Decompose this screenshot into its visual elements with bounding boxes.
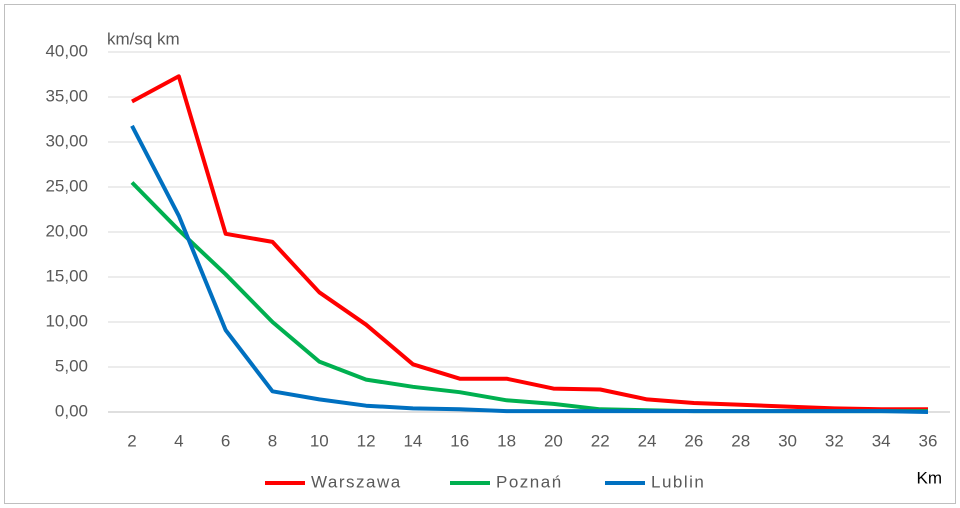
legend-label: Warszawa: [311, 472, 402, 491]
x-axis-label: Km: [917, 468, 943, 487]
chart-border: [4, 4, 956, 504]
y-tick-label: 5,00: [55, 356, 88, 375]
data-line: [130, 124, 929, 414]
y-tick-label: 10,00: [45, 311, 88, 330]
x-tick-label: 12: [357, 431, 376, 450]
x-tick-label: 28: [731, 431, 750, 450]
y-tick-label: 15,00: [45, 266, 88, 285]
y-axis-label: km/sq km: [107, 29, 180, 48]
x-tick-label: 20: [544, 431, 563, 450]
x-tick-label: 16: [450, 431, 469, 450]
x-tick-label: 18: [497, 431, 516, 450]
y-tick-label: 40,00: [45, 41, 88, 60]
x-tick-label: 2: [127, 431, 136, 450]
x-tick-label: 22: [591, 431, 610, 450]
x-tick-label: 14: [403, 431, 422, 450]
x-tick-label: 10: [310, 431, 329, 450]
y-tick-label: 30,00: [45, 131, 88, 150]
x-tick-label: 34: [872, 431, 891, 450]
x-tick-label: 4: [174, 431, 183, 450]
x-tick-label: 30: [778, 431, 797, 450]
x-tick-label: 26: [684, 431, 703, 450]
x-tick-label: 6: [221, 431, 230, 450]
y-tick-label: 0,00: [55, 401, 88, 420]
x-tick-label: 32: [825, 431, 844, 450]
x-tick-label: 36: [919, 431, 938, 450]
y-tick-label: 20,00: [45, 221, 88, 240]
x-tick-label: 8: [268, 431, 277, 450]
data-line: [131, 74, 928, 412]
legend-label: Poznań: [496, 472, 563, 491]
y-tick-label: 25,00: [45, 176, 88, 195]
y-tick-label: 35,00: [45, 86, 88, 105]
legend-label: Lublin: [651, 472, 705, 491]
x-tick-label: 24: [638, 431, 657, 450]
